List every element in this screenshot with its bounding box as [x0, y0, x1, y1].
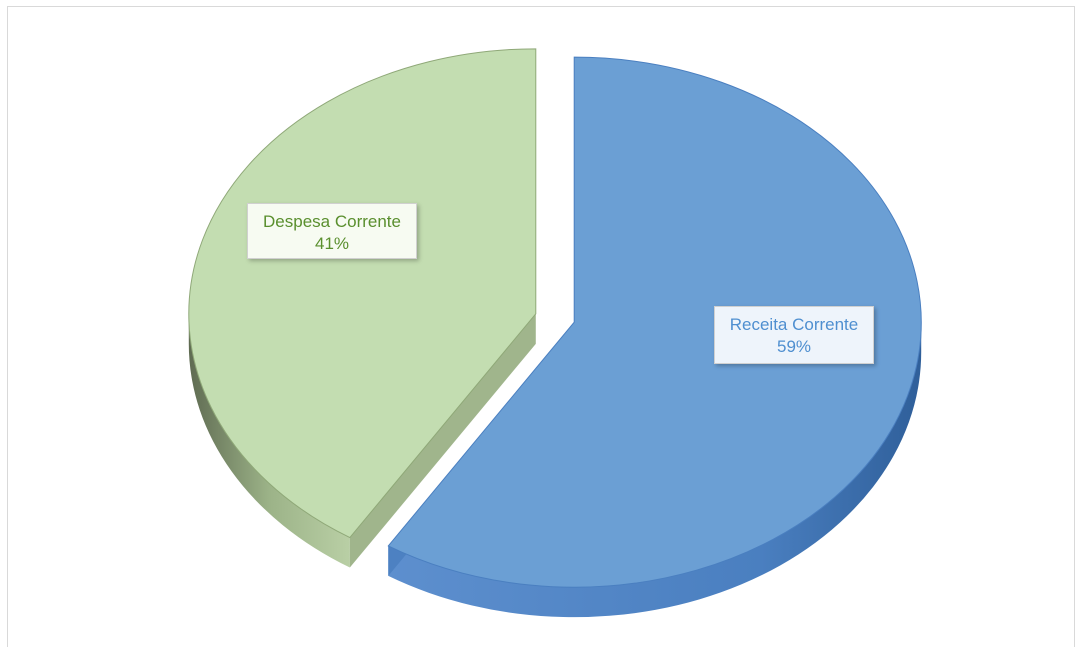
slice-name-receita: Receita Corrente	[729, 315, 859, 334]
slice-top-despesa-corrente	[188, 48, 537, 539]
data-label-despesa-corrente: Despesa Corrente 41%	[247, 203, 417, 259]
slice-side-receita-corrente	[388, 322, 922, 618]
slice-percent-despesa: 41%	[314, 234, 350, 253]
pie-slice-despesa-corrente	[188, 48, 537, 568]
data-label-receita-corrente: Receita Corrente 59%	[714, 306, 874, 364]
slice-cut-face-despesa-corrente-0	[349, 313, 536, 568]
pie-slice-receita-corrente	[387, 56, 922, 618]
slice-side-despesa-corrente	[188, 313, 350, 568]
slice-name-despesa: Despesa Corrente	[263, 212, 401, 231]
slice-top-receita-corrente	[387, 56, 922, 588]
slice-percent-receita: 59%	[776, 337, 812, 356]
